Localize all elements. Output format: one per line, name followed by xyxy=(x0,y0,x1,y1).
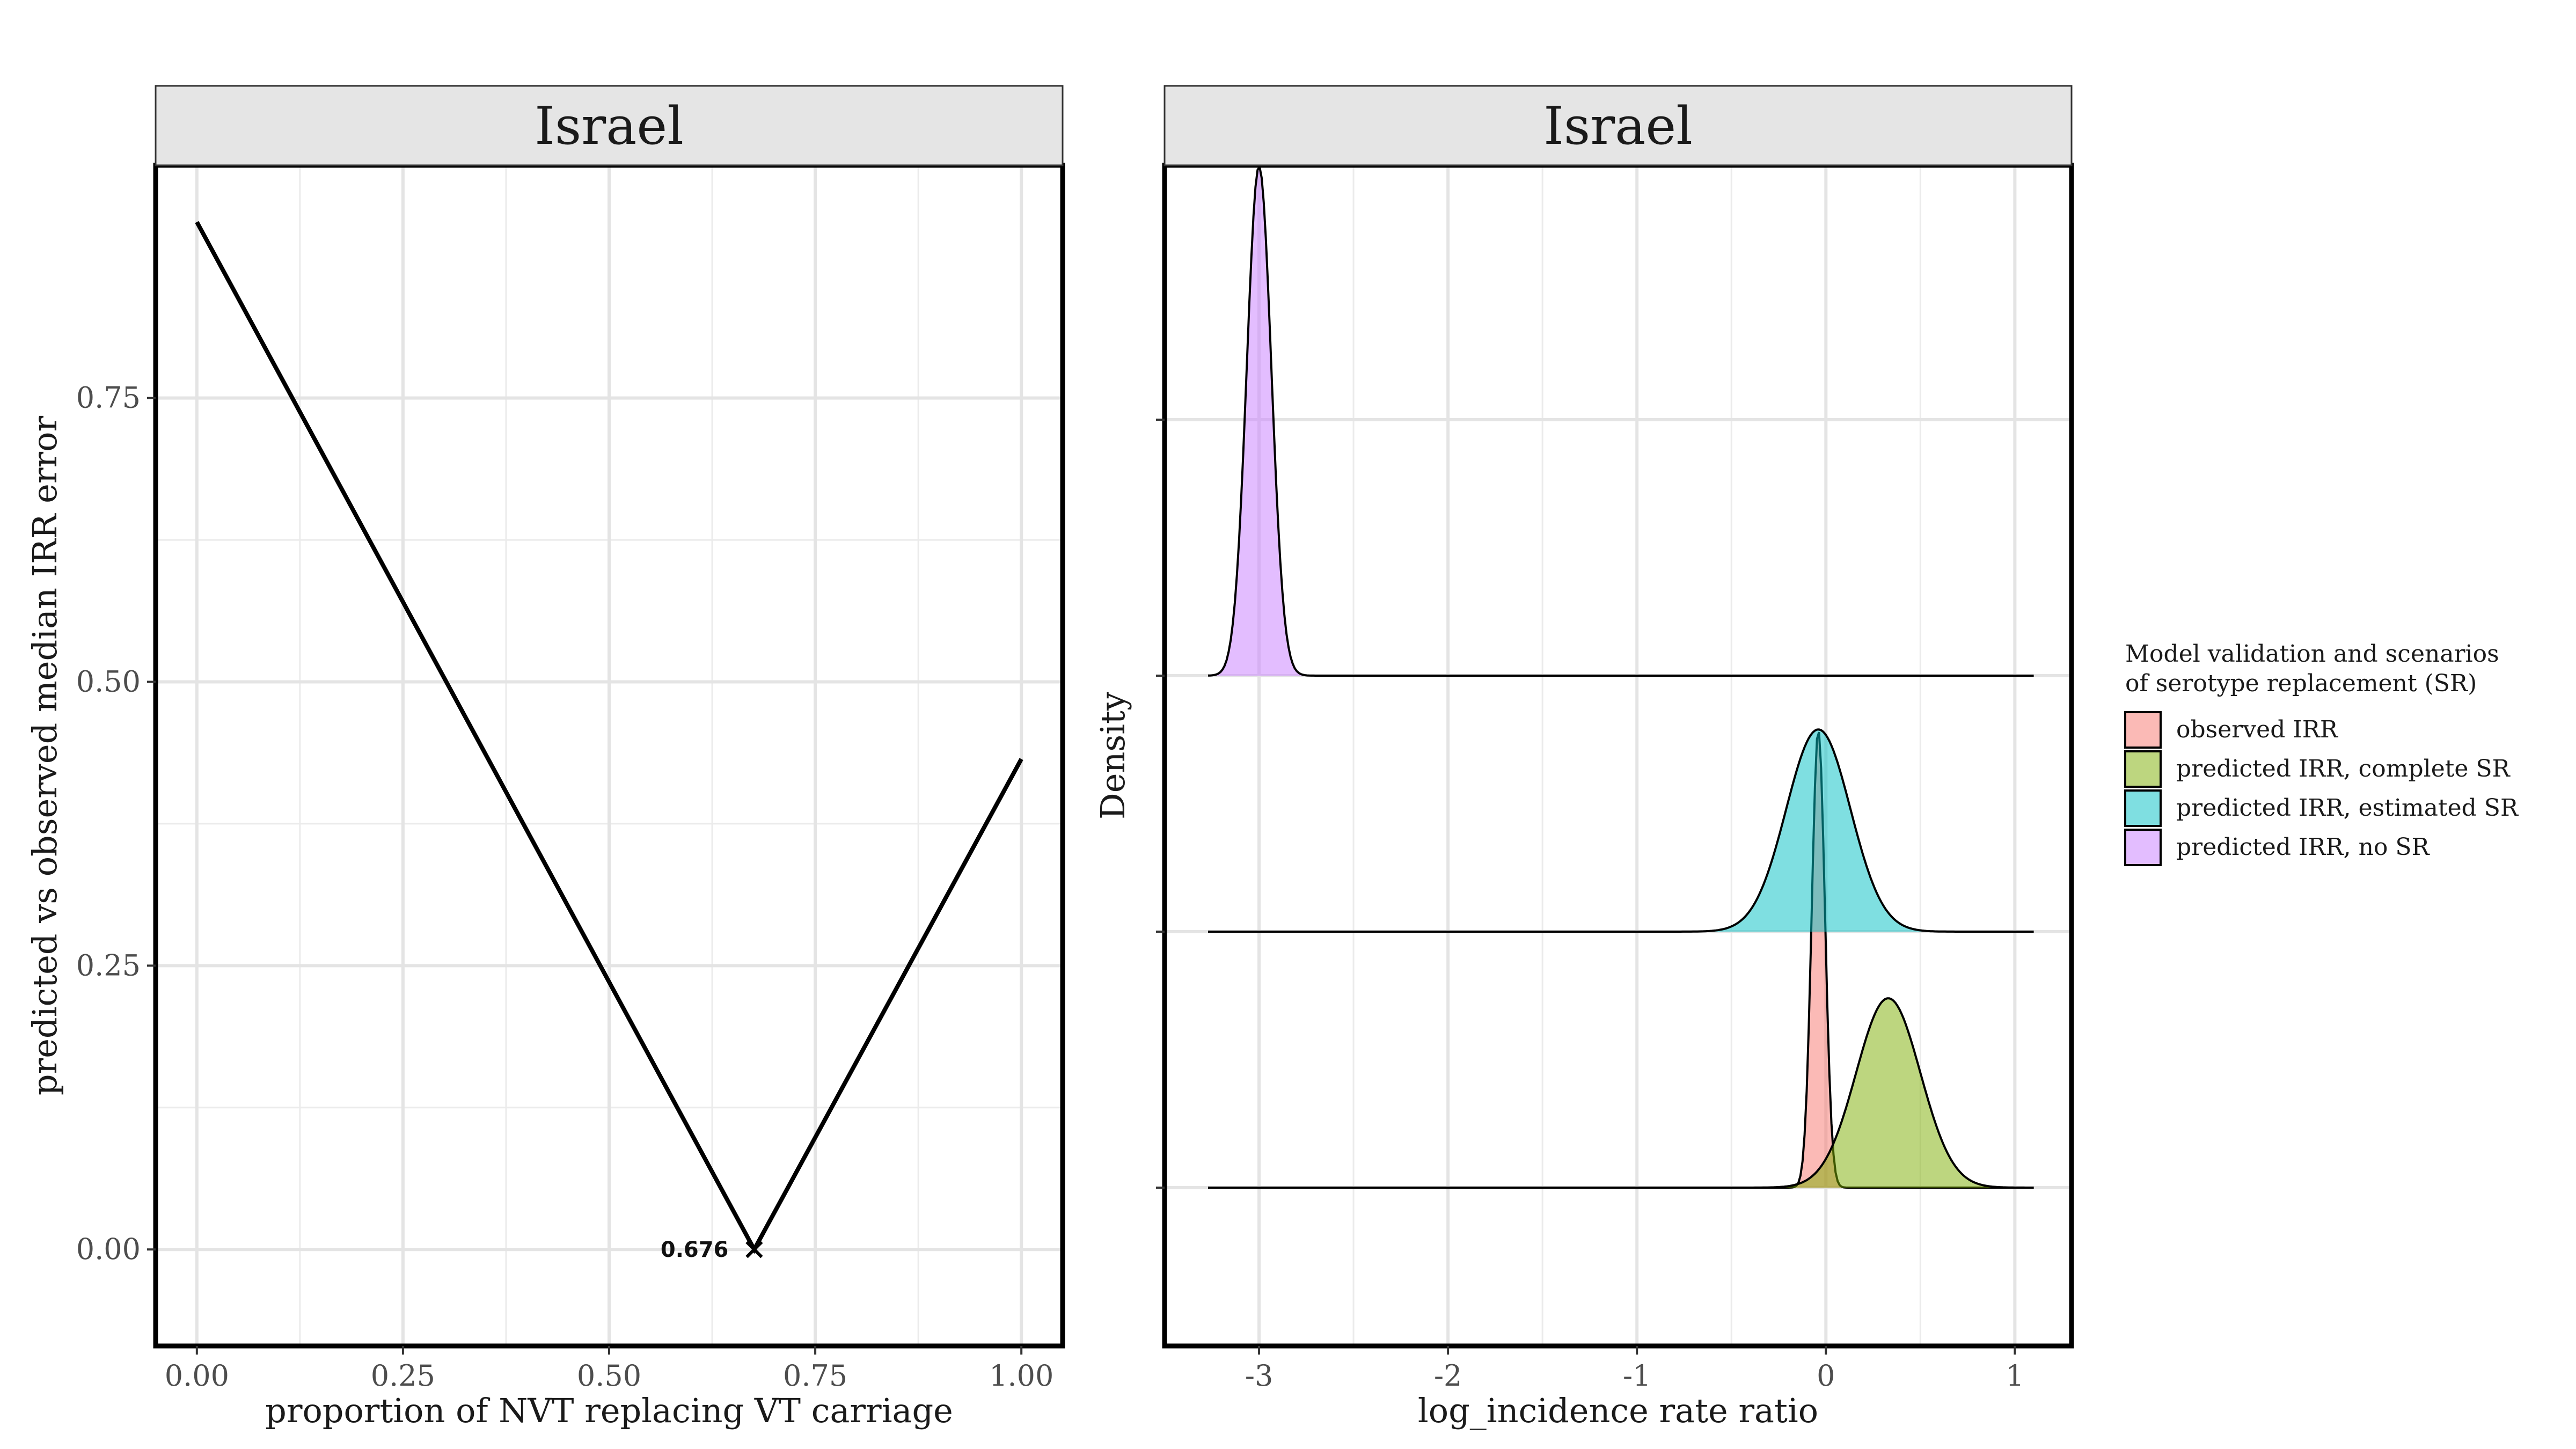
legend-label: predicted IRR, complete SR xyxy=(2176,755,2511,782)
density-panel-strip-label: Israel xyxy=(1543,96,1693,156)
minimum-marker xyxy=(745,1241,763,1258)
legend-label: predicted IRR, no SR xyxy=(2176,833,2431,861)
x-tick-label: -3 xyxy=(1245,1359,1274,1393)
legend-swatch xyxy=(2124,829,2162,866)
line-panel-x-title: proportion of NVT replacing VT carriage xyxy=(265,1391,953,1430)
density-panel-x-title: log_incidence rate ratio xyxy=(1418,1391,1818,1430)
minimum-label: 0.676 xyxy=(661,1238,729,1262)
legend-label: predicted IRR, estimated SR xyxy=(2176,794,2519,822)
density-panel-x-axis: -3 -2 -1 0 1 xyxy=(1245,1346,2024,1393)
legend-title-line-1: Model validation and scenarios xyxy=(2125,640,2499,668)
line-panel: 0.676 Israel 0.00 0.25 0.50 0.75 1.00 0.000.… xyxy=(25,85,1065,1430)
legend-swatch xyxy=(2124,789,2162,827)
x-tick-label: -1 xyxy=(1623,1359,1651,1393)
legend-title-line-2: of serotype replacement (SR) xyxy=(2125,670,2477,697)
density-outline xyxy=(1208,164,2034,677)
density-panel-strip xyxy=(1163,85,2073,166)
density-outline xyxy=(1208,997,2034,1189)
legend-label: observed IRR xyxy=(2176,716,2339,743)
x-tick-label: 1.00 xyxy=(989,1359,1053,1393)
line-panel-y-axis: 0.00 0.25 0.50 0.75 xyxy=(76,381,156,1266)
legend-swatch xyxy=(2124,750,2162,788)
legend-swatch xyxy=(2124,711,2162,749)
y-tick-label: 0.00 xyxy=(76,1232,141,1266)
marker-stroke xyxy=(745,1241,763,1258)
density-panel-y-title: Density xyxy=(1093,692,1132,819)
x-tick-label: 0.25 xyxy=(371,1359,435,1393)
x-tick-label: 1 xyxy=(2006,1359,2024,1393)
x-tick-label: 0.00 xyxy=(165,1359,229,1393)
y-tick-label: 0.25 xyxy=(76,948,141,982)
legend-items: observed IRR predicted IRR, complete SR pr… xyxy=(2124,711,2519,866)
y-tick-label: 0.50 xyxy=(76,665,141,699)
density-area xyxy=(1208,732,2034,1188)
x-tick-label: 0.50 xyxy=(577,1359,641,1393)
line-panel-strip-label: Israel xyxy=(535,96,684,156)
line-panel-grid xyxy=(156,165,1063,1346)
legend: Model validation and scenarios of seroty… xyxy=(2124,640,2519,866)
density-area xyxy=(1208,998,2034,1188)
density-area xyxy=(1208,729,2034,932)
density-outline xyxy=(1208,728,2034,933)
x-tick-label: 0.75 xyxy=(783,1359,847,1393)
density-panel: Israel -3 -2 -1 0 1 log_incidence rate ratio… xyxy=(1093,85,2074,1430)
y-tick-label: 0.75 xyxy=(76,381,141,415)
line-panel-x-axis: 0.00 0.25 0.50 0.75 1.00 xyxy=(165,1346,1053,1393)
density-panel-y-axis xyxy=(1156,419,1165,1189)
x-tick-label: 0 xyxy=(1817,1359,1835,1393)
line-panel-strip xyxy=(155,85,1064,166)
x-tick-label: -2 xyxy=(1434,1359,1462,1393)
density-ridges xyxy=(1208,164,2034,1189)
line-panel-y-title: predicted vs observed median IRR error xyxy=(25,416,64,1096)
